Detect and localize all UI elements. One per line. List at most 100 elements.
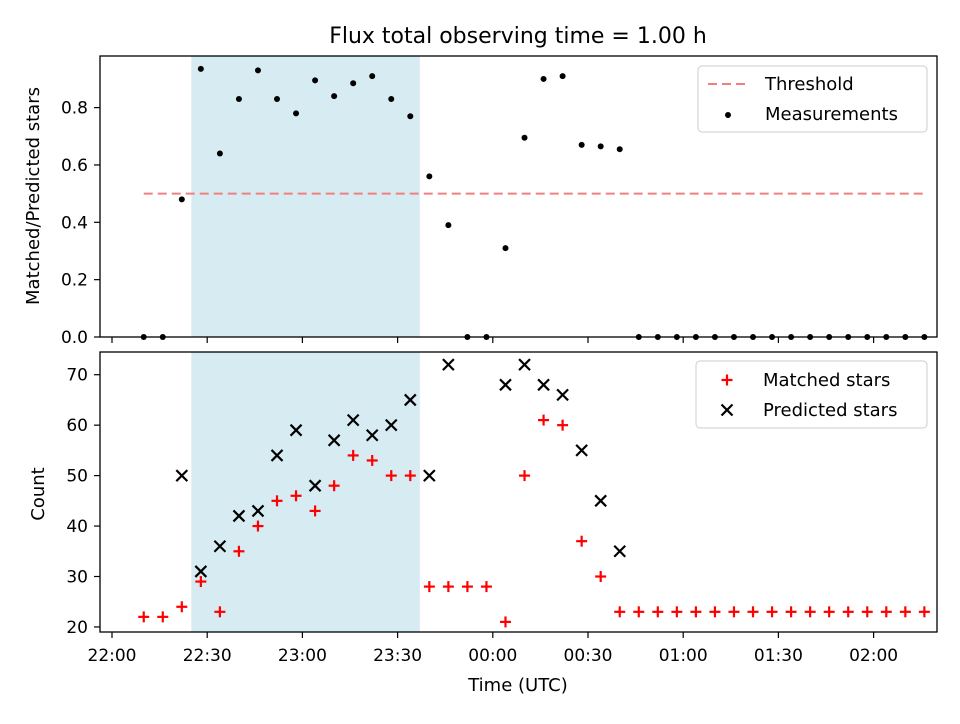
matched-star-marker	[804, 606, 816, 618]
bottom-plot-frame	[99, 351, 938, 633]
y-tick-label: 40	[66, 517, 88, 537]
matched-star-marker	[709, 606, 721, 618]
cross-stroke	[537, 378, 550, 392]
x-tick-label: 23:30	[373, 646, 422, 666]
x-tick-label: 22:00	[88, 646, 137, 666]
legend-measurement-swatch	[725, 112, 731, 118]
measurement-point	[197, 65, 204, 72]
matched-star-marker	[176, 601, 188, 613]
predicted-star-marker	[251, 504, 265, 518]
top-plot-frame	[99, 55, 938, 338]
matched-star-marker	[766, 606, 778, 618]
matched-star-marker	[861, 606, 873, 618]
matched-star-marker	[290, 490, 302, 502]
top-x-axis	[111, 337, 875, 343]
matched-star-marker	[309, 505, 321, 517]
measurement-point	[407, 113, 414, 120]
matched-star-marker	[499, 616, 511, 628]
measurement-point	[616, 146, 623, 153]
measurement-point	[445, 222, 452, 229]
measurement-point	[350, 80, 357, 87]
legend-threshold-label: Threshold	[764, 74, 854, 95]
measurement-point	[369, 73, 376, 80]
measurement-point	[540, 75, 547, 82]
predicted-star-marker	[232, 509, 246, 523]
predicted-star-markers	[175, 358, 627, 578]
y-tick-label: 0.6	[61, 156, 88, 176]
matched-star-marker	[519, 470, 531, 482]
measurement-point	[521, 134, 528, 141]
matched-star-marker	[538, 414, 550, 426]
cross-stroke	[720, 403, 734, 417]
cross-stroke	[175, 469, 189, 482]
matched-star-marker	[461, 581, 473, 593]
bottom-x-axis: 22:00 22:30 23:00 23:30 00:00 00:30 01:00 01:30…	[88, 632, 898, 666]
measurement-point	[502, 245, 509, 252]
cross-stroke	[442, 358, 455, 371]
x-tick-label: 22:30	[183, 646, 232, 666]
cross-stroke	[308, 479, 322, 492]
bottom-legend: Matched stars Predicted stars	[695, 360, 928, 429]
cross-stroke	[270, 449, 284, 462]
predicted-star-marker	[499, 378, 512, 392]
matched-star-marker	[595, 571, 607, 583]
matched-star-marker	[918, 606, 930, 618]
measurement-point	[235, 96, 242, 103]
matched-star-marker	[557, 419, 569, 431]
predicted-star-marker	[556, 388, 569, 402]
measurement-point	[178, 196, 185, 203]
matched-star-marker	[423, 581, 435, 593]
chart-title: Flux total observing time = 1.00 h	[329, 24, 707, 49]
matched-star-marker	[652, 606, 664, 618]
matched-star-marker	[442, 581, 454, 593]
matched-star-marker	[252, 520, 264, 532]
y-tick-label: 30	[66, 568, 88, 588]
top-legend: Threshold Measurements	[697, 65, 928, 133]
predicted-star-marker	[537, 378, 550, 392]
matched-star-marker	[138, 611, 150, 623]
predicted-star-marker	[442, 358, 455, 371]
measurement-point	[426, 173, 433, 180]
legend-matched-label: Matched stars	[763, 370, 890, 391]
cross-stroke	[251, 504, 265, 518]
y-tick-label: 20	[66, 618, 88, 638]
predicted-star-marker	[175, 469, 189, 482]
cross-stroke	[194, 565, 208, 578]
top-y-axis: 0.0 0.2 0.4 0.6 0.8	[61, 99, 100, 348]
cross-stroke	[346, 413, 360, 427]
matched-star-markers	[138, 414, 930, 628]
cross-stroke	[556, 388, 569, 402]
x-tick-label: 02:00	[849, 646, 898, 666]
x-axis-label: Time (UTC)	[467, 675, 568, 696]
matched-star-marker	[671, 606, 683, 618]
matched-star-marker	[214, 606, 226, 618]
cross-stroke	[594, 494, 607, 508]
top-highlight-span	[191, 56, 420, 337]
measurement-point	[578, 141, 585, 148]
x-tick-label: 00:30	[564, 646, 613, 666]
y-tick-label: 0.4	[61, 213, 88, 233]
matched-star-marker	[347, 449, 359, 461]
matched-star-marker	[385, 470, 397, 482]
measurement-points	[140, 65, 928, 340]
legend-matched-swatch	[721, 374, 733, 386]
bottom-y-axis-label: Count	[28, 467, 49, 520]
bottom-legend-frame	[695, 360, 928, 429]
cross-stroke	[232, 509, 246, 523]
top-y-axis-label: Matched/Predicted stars	[23, 87, 44, 305]
predicted-star-marker	[289, 423, 303, 437]
cross-stroke	[499, 378, 512, 392]
measurement-point	[597, 143, 604, 150]
predicted-star-marker	[384, 418, 398, 432]
matched-star-marker	[576, 535, 588, 547]
predicted-star-marker	[575, 444, 588, 457]
predicted-star-marker	[346, 413, 360, 427]
bottom-y-axis: 20 30 40 50 60 70	[66, 366, 100, 638]
predicted-star-marker	[270, 449, 284, 462]
matched-star-marker	[823, 606, 835, 618]
cross-stroke	[404, 393, 417, 407]
legend-plus	[721, 374, 733, 386]
measurement-point	[274, 96, 281, 103]
predicted-star-marker	[404, 393, 417, 407]
